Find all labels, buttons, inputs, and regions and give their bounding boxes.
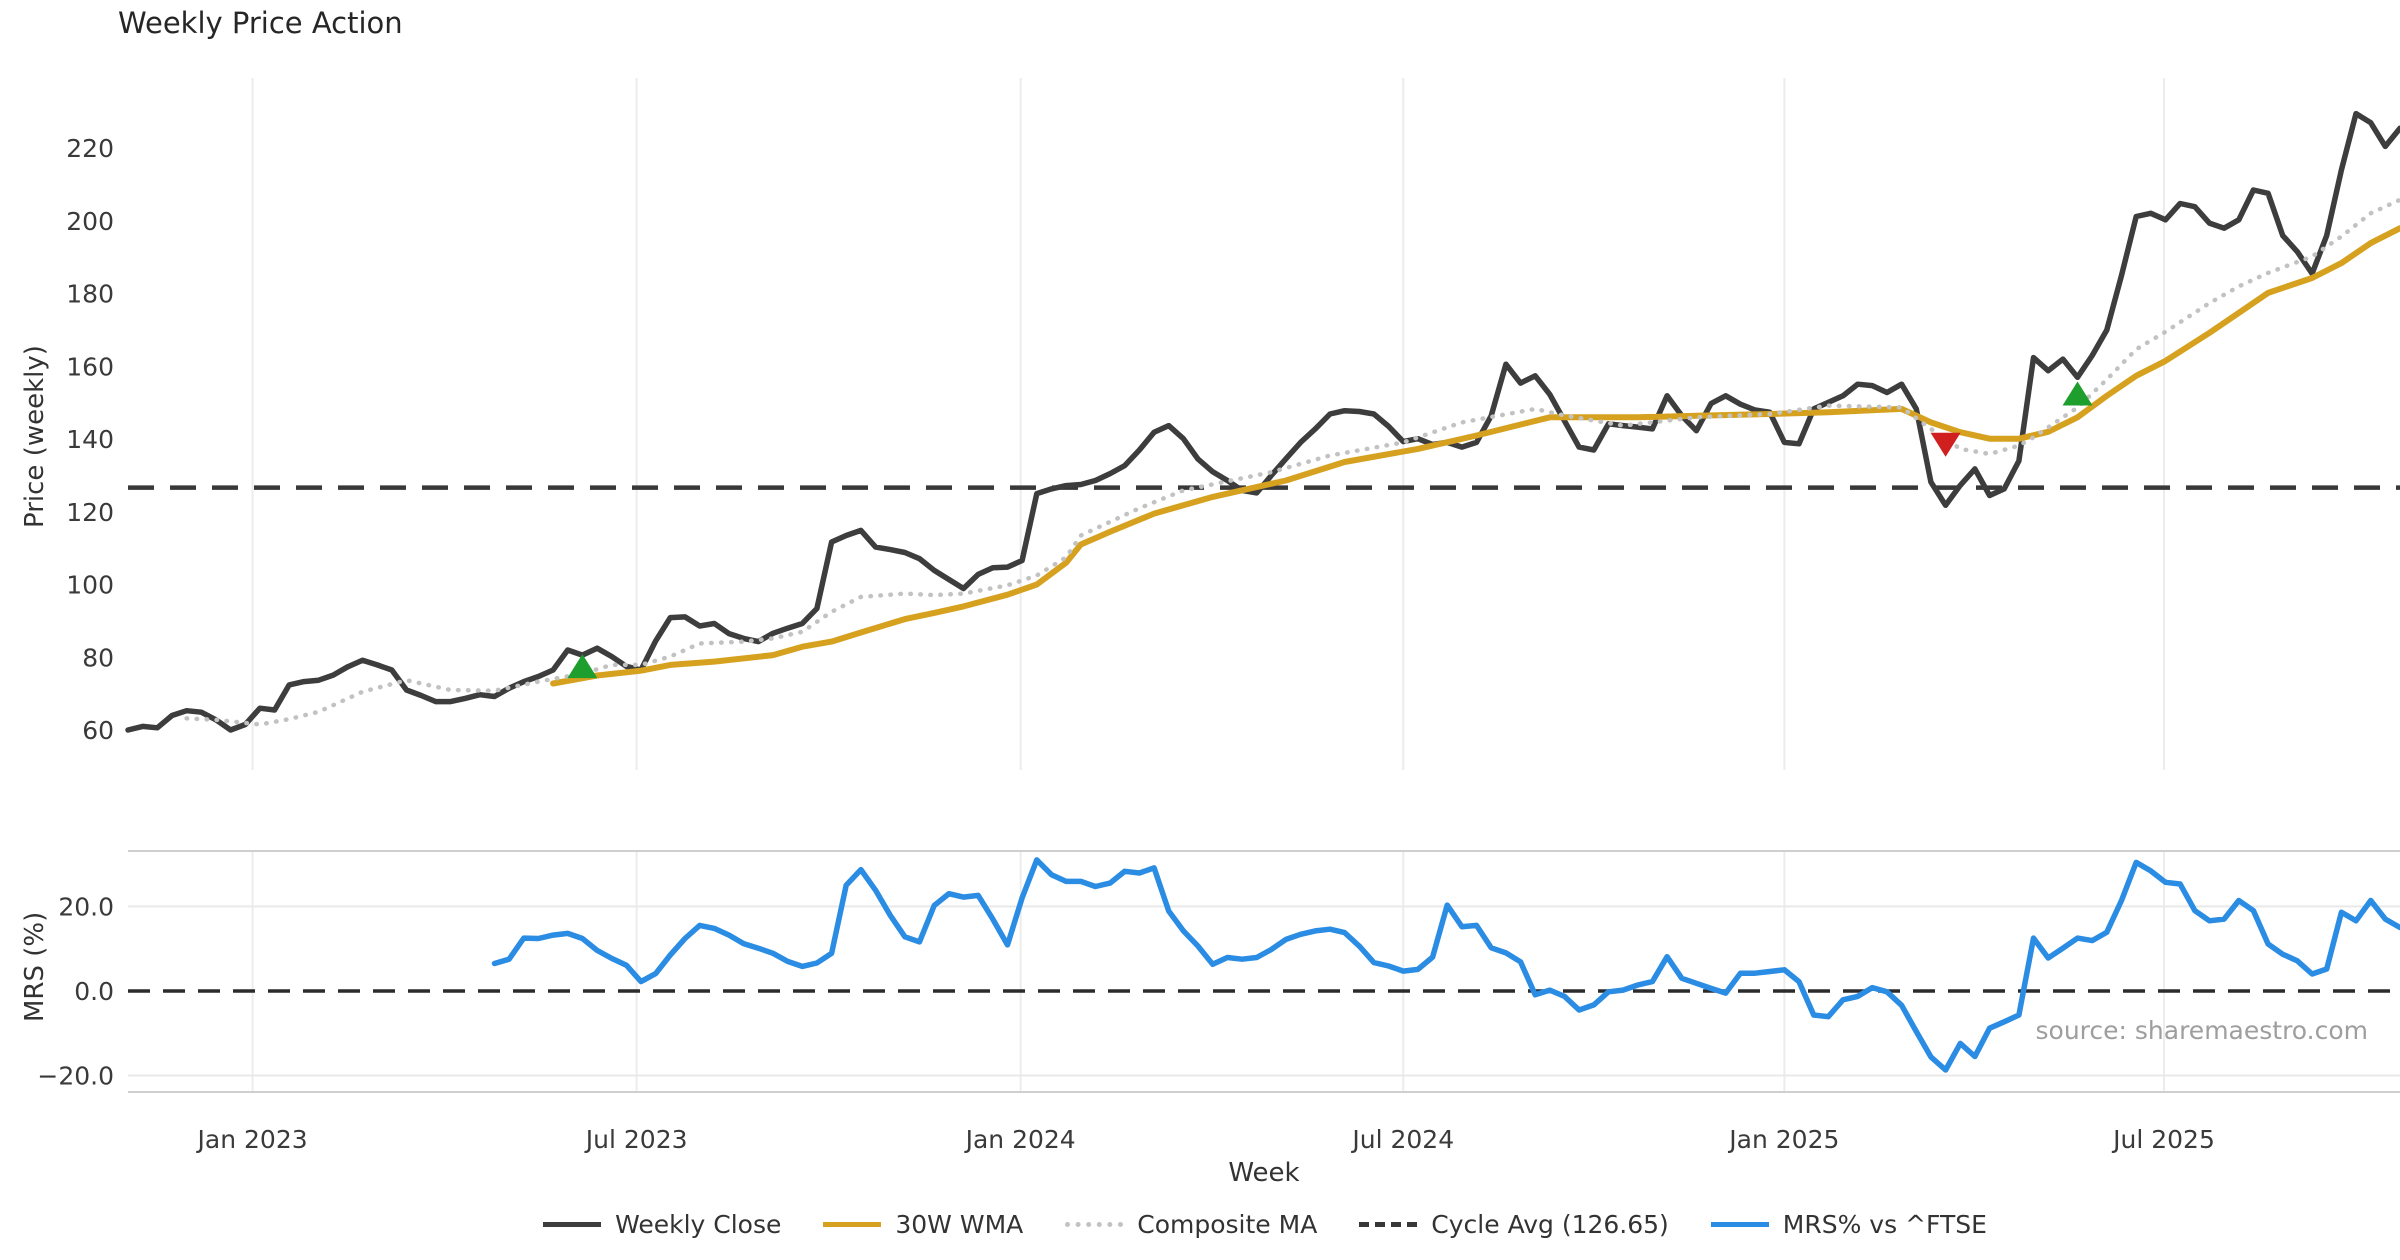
30w-wma-line — [550, 225, 2400, 687]
legend-label: Weekly Close — [615, 1210, 782, 1239]
legend-item-30w-wma: 30W WMA — [823, 1210, 1023, 1239]
mrs-line-swatch-icon — [1710, 1222, 1769, 1227]
weekly-close-line-swatch-icon — [543, 1222, 602, 1227]
x-tick-label: Jul 2025 — [2111, 1125, 2215, 1154]
composite-ma-line-swatch-icon — [1065, 1222, 1124, 1227]
legend-item-weekly-close: Weekly Close — [543, 1210, 781, 1239]
mrs-axis-label: MRS (%) — [20, 911, 50, 1022]
x-tick-label: Jan 2025 — [1727, 1125, 1839, 1154]
x-axis-label: Week — [1228, 1158, 1300, 1188]
mrs-vs-ftse-line — [491, 857, 2400, 1073]
legend-label: 30W WMA — [895, 1210, 1024, 1239]
price-ytick-label: 140 — [66, 425, 114, 454]
x-tick-label: Jul 2023 — [584, 1125, 688, 1154]
sell-triangle-down-marker — [1930, 432, 1961, 457]
x-tick-label: Jan 2024 — [964, 1125, 1076, 1154]
legend-label: MRS% vs ^FTSE — [1782, 1210, 1987, 1239]
price-ytick-label: 60 — [82, 716, 114, 745]
price-ytick-label: 180 — [66, 280, 114, 309]
cycle-avg-line-swatch-icon — [1359, 1222, 1418, 1227]
legend-label: Cycle Avg (126.65) — [1431, 1210, 1669, 1239]
mrs-ytick-label: 20.0 — [58, 892, 114, 921]
legend-item-composite-ma: Composite MA — [1065, 1210, 1317, 1239]
mrs-ytick-label: 0.0 — [74, 977, 114, 1006]
x-tick-label: Jul 2024 — [1350, 1125, 1454, 1154]
price-ytick-label: 80 — [82, 643, 114, 672]
legend-label: Composite MA — [1137, 1210, 1318, 1239]
price-ytick-label: 160 — [66, 352, 114, 381]
source-attribution: source: sharemaestro.com — [2035, 1016, 2369, 1045]
price-ytick-label: 120 — [66, 498, 114, 527]
buy-triangle-up-marker — [2062, 381, 2093, 406]
price-axis-label: Price (weekly) — [20, 345, 50, 528]
legend-item-cycle-avg: Cycle Avg (126.65) — [1359, 1210, 1669, 1239]
legend: Weekly Close 30W WMA Composite MA Cycle … — [0, 1210, 2400, 1239]
legend-item-mrs-vs-ftse: MRS% vs ^FTSE — [1710, 1210, 1987, 1239]
price-ytick-label: 100 — [66, 571, 114, 600]
mrs-ytick-label: −20.0 — [37, 1062, 114, 1091]
page-title: Weekly Price Action — [118, 6, 403, 40]
price-ytick-label: 220 — [66, 134, 114, 163]
wma-line-swatch-icon — [823, 1222, 882, 1227]
x-tick-label: Jan 2023 — [196, 1125, 308, 1154]
buy-triangle-up-marker — [567, 654, 598, 679]
composite-ma-line — [184, 197, 2400, 727]
price-ytick-label: 200 — [66, 207, 114, 236]
